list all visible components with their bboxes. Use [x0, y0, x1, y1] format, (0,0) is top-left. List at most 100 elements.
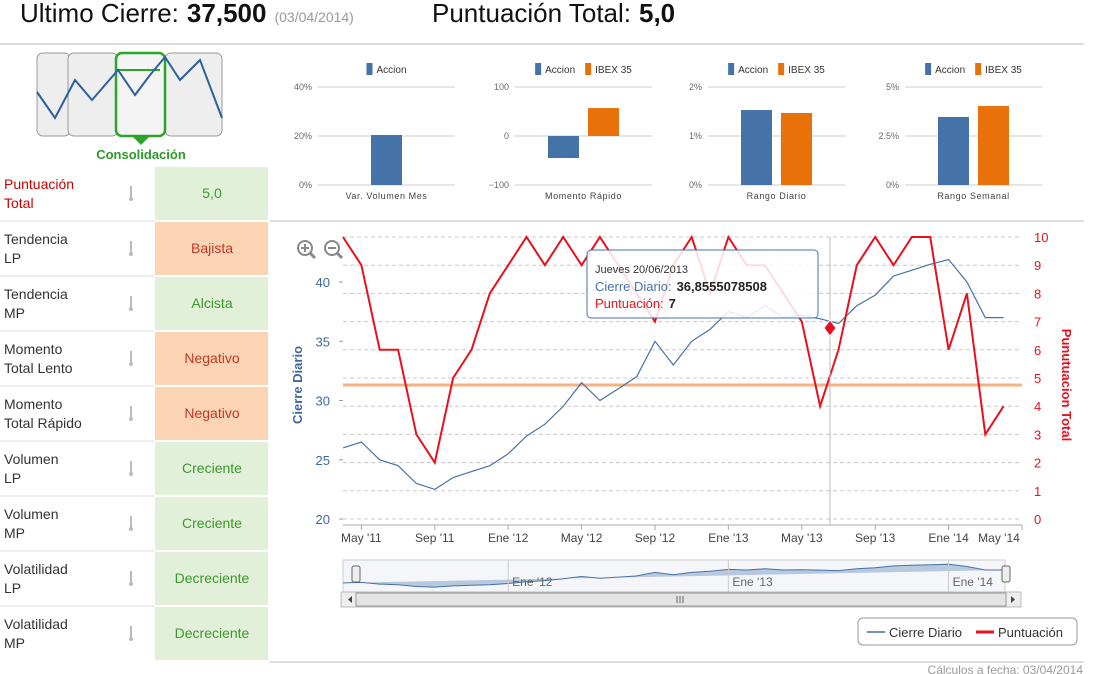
y2-tick-label: 1 — [1034, 484, 1041, 499]
legend-label: Accion — [376, 65, 406, 76]
x-tick-label: Ene '13 — [708, 531, 749, 545]
indicator-cell — [155, 607, 268, 660]
y2-tick-label: 5 — [1034, 371, 1041, 386]
y2-tick-label: 3 — [1034, 427, 1041, 442]
indicator-label: LP — [4, 470, 21, 486]
x-tick-label: Var. Volumen Mes — [346, 191, 428, 201]
info-icon — [129, 417, 133, 421]
indicator-label: MP — [4, 305, 25, 321]
navigator-label: Ene '13 — [732, 575, 773, 589]
x-tick-label: May '14 — [978, 531, 1020, 545]
y-tick-label: 25 — [316, 453, 330, 468]
x-tick-label: Sep '13 — [855, 531, 896, 545]
indicator-cell — [155, 167, 268, 220]
zoom-in[interactable] — [297, 240, 317, 260]
indicator-label: Volatilidad — [4, 616, 68, 632]
x-tick-label: Sep '12 — [635, 531, 676, 545]
indicator-label: Tendencia — [4, 231, 68, 247]
y2-axis-title: Punutuacion Total — [1059, 329, 1074, 441]
indicator-cell — [155, 222, 268, 275]
y2-tick-label: 10 — [1034, 230, 1048, 245]
bar — [781, 112, 812, 185]
navigator-handle[interactable] — [1001, 565, 1011, 583]
footer: Cálculos a fecha: 03/04/2014 — [928, 663, 1084, 674]
scroll-left[interactable] — [348, 596, 352, 603]
legend-label: IBEX 35 — [595, 65, 632, 76]
zoom-out[interactable] — [324, 240, 344, 260]
x-tick-label: May '11 — [341, 531, 382, 545]
info-icon — [129, 637, 133, 641]
indicator-value: Alcista — [191, 295, 232, 311]
tooltip-label: Cierre Diario: — [595, 279, 672, 294]
indicator-value: Creciente — [182, 460, 242, 476]
indicator-label: MP — [4, 525, 25, 541]
legend-label: Accion — [738, 65, 768, 76]
info-icon — [129, 197, 133, 201]
scroll-right[interactable] — [1011, 596, 1015, 603]
y-tick-label: 40% — [294, 82, 312, 92]
y-tick-label: −100 — [489, 180, 509, 190]
navigator-handle[interactable] — [351, 565, 361, 583]
info-icon — [129, 252, 133, 256]
legend-swatch — [925, 63, 932, 75]
y-tick-label: 0% — [299, 180, 312, 190]
header-text: 5,0 — [639, 0, 675, 28]
y-tick-label: 2% — [689, 82, 702, 92]
tooltip — [586, 249, 819, 319]
y-tick-label: 2.5% — [878, 131, 899, 141]
indicator-value: Negativo — [184, 405, 239, 421]
navigator-label: Ene '12 — [512, 575, 553, 589]
header-text: 37,500 — [187, 0, 267, 28]
y-tick-label: 20 — [316, 512, 330, 527]
legend-swatch — [778, 63, 785, 75]
indicator-value: 5,0 — [202, 185, 222, 201]
tooltip-value: 36,8555078508 — [677, 279, 767, 294]
bar — [371, 135, 402, 185]
indicator-cell — [155, 552, 268, 605]
y-axis-title: Cierre Diario — [290, 346, 305, 424]
y2-tick-label: 2 — [1034, 456, 1041, 471]
legend-label: IBEX 35 — [985, 65, 1022, 76]
series-line — [342, 258, 1004, 491]
y-tick-label: 35 — [316, 334, 330, 349]
indicator-label: LP — [4, 580, 21, 596]
y-tick-label: 20% — [294, 131, 312, 141]
indicator-label: Total Rápido — [4, 415, 82, 431]
indicator-value: Bajista — [191, 240, 233, 256]
hover-marker — [823, 319, 837, 337]
indicator-label: Volumen — [4, 451, 58, 467]
tooltip-label: Puntuación: — [595, 296, 664, 311]
indicator-label: Total — [4, 195, 34, 211]
header-text: Puntuación Total: — [432, 0, 631, 28]
y-tick-label: 0 — [504, 131, 509, 141]
indicator-label: Puntuación — [4, 176, 74, 192]
bar — [588, 108, 619, 136]
y-tick-label: 5% — [886, 82, 899, 92]
indicator-label: Volatilidad — [4, 561, 68, 577]
indicator-value: Creciente — [182, 515, 242, 531]
indicator-value: Decreciente — [175, 570, 250, 586]
bar — [548, 136, 579, 159]
bar — [741, 110, 772, 185]
x-tick-label: May '12 — [561, 531, 603, 545]
indicator-label: Volumen — [4, 506, 58, 522]
y-tick-label: 0% — [689, 180, 702, 190]
legend-label: Accion — [545, 65, 575, 76]
legend-swatch — [975, 63, 982, 75]
bar — [938, 116, 969, 185]
legend-label: IBEX 35 — [788, 65, 825, 76]
legend-label: Cierre Diario — [889, 625, 962, 640]
scrollbar-thumb[interactable] — [355, 592, 1007, 607]
pattern-icon — [36, 51, 223, 145]
y-tick-label: 40 — [316, 275, 330, 290]
y2-tick-label: 6 — [1034, 343, 1041, 358]
pattern-label: Consolidación — [96, 147, 186, 162]
x-tick-label: Sep '11 — [415, 531, 455, 545]
y2-tick-label: 8 — [1034, 286, 1041, 301]
legend-box — [857, 617, 1078, 646]
x-tick-label: Ene '14 — [928, 531, 969, 545]
y-tick-label: 0% — [886, 180, 899, 190]
y-tick-label: 30 — [316, 394, 330, 409]
info-icon — [129, 472, 133, 476]
